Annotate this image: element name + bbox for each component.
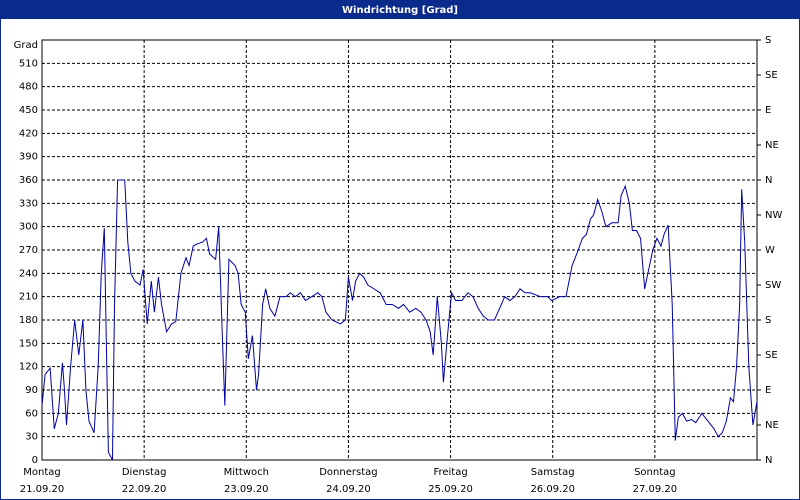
y-tick-label: 30 (25, 432, 38, 443)
y-tick-label: 240 (19, 268, 38, 279)
data-line (41, 179, 758, 461)
chart-title: Windrichtung [Grad] (342, 5, 458, 16)
title-bar (0, 0, 800, 19)
y-tick-label: 450 (19, 105, 38, 116)
y2-tick-label: S (765, 35, 771, 46)
x-tick-label: Samstag (531, 467, 575, 478)
x-tick-label: 23.09.20 (224, 484, 269, 495)
y-tick-label: 90 (25, 385, 38, 396)
x-tick-label: Dienstag (122, 467, 167, 478)
y-axis-label: Grad (14, 40, 38, 51)
y2-tick-label: N (765, 175, 772, 186)
y-tick-label: 120 (19, 362, 38, 373)
x-tick-label: 24.09.20 (326, 484, 371, 495)
y2-tick-label: E (765, 105, 771, 116)
y2-tick-label: N (765, 455, 772, 466)
y2-tick-label: E (765, 385, 771, 396)
y-tick-label: 360 (19, 175, 38, 186)
y-tick-label: 0 (32, 455, 38, 466)
x-tick-label: Sonntag (634, 467, 676, 478)
x-tick-label: 26.09.20 (530, 484, 575, 495)
x-tick-label: 27.09.20 (633, 484, 678, 495)
y-tick-label: 300 (19, 222, 38, 233)
y2-tick-label: SE (765, 350, 778, 361)
x-tick-label: Donnerstag (319, 467, 377, 478)
y-tick-label: 510 (19, 58, 38, 69)
y2-tick-label: NE (765, 140, 779, 151)
y-tick-label: 60 (25, 408, 38, 419)
x-tick-label: 25.09.20 (428, 484, 473, 495)
y-tick-label: 180 (19, 315, 38, 326)
y-tick-label: 150 (19, 338, 38, 349)
x-tick-label: Freitag (433, 467, 467, 478)
x-tick-label: 21.09.20 (20, 484, 65, 495)
y2-tick-label: SW (765, 280, 781, 291)
y-tick-label: 420 (19, 128, 38, 139)
plot-frame (41, 39, 758, 461)
y2-tick-label: SE (765, 70, 778, 81)
y-tick-label: 390 (19, 152, 38, 163)
x-tick-label: Mittwoch (224, 467, 269, 478)
y-tick-label: 330 (19, 198, 38, 209)
y2-tick-label: NW (765, 210, 782, 221)
y2-tick-label: S (765, 315, 771, 326)
y2-tick-label: NE (765, 420, 779, 431)
y2-tick-label: W (765, 245, 775, 256)
x-tick-label: Montag (23, 467, 60, 478)
y-tick-label: 270 (19, 245, 38, 256)
y-tick-label: 210 (19, 292, 38, 303)
y-tick-label: 480 (19, 82, 38, 93)
x-tick-label: 22.09.20 (122, 484, 167, 495)
